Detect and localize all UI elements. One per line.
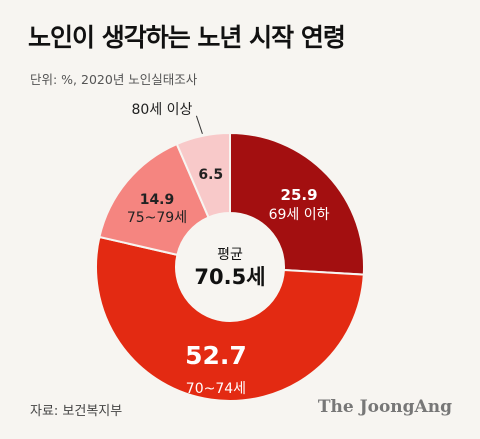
slice-category-label: 69세 이하 (269, 207, 330, 223)
slice-value-label: 25.9 (281, 186, 318, 204)
slice-category-label: 70~74세 (186, 381, 246, 397)
center-value: 70.5세 (194, 265, 265, 289)
center-label: 평균 (217, 247, 243, 263)
callout-line (195, 115, 203, 134)
source-note: 자료: 보건복지부 (30, 404, 123, 419)
slice-value-label: 6.5 (198, 167, 223, 183)
brand-logo: The JoongAng (317, 397, 452, 417)
donut-slice (95, 235, 365, 402)
slice-category-label: 80세 이상 (132, 102, 193, 118)
slice-value-label: 14.9 (140, 192, 175, 208)
donut-slice (98, 142, 210, 257)
slice-category-label: 75~79세 (127, 210, 187, 226)
chart-title: 노인이 생각하는 노년 시작 연령 (28, 23, 346, 52)
chart-subtitle: 단위: %, 2020년 노인실태조사 (30, 72, 198, 87)
donut-slice (229, 131, 365, 276)
donut-slice (175, 131, 231, 219)
slice-value-label: 52.7 (185, 341, 247, 370)
